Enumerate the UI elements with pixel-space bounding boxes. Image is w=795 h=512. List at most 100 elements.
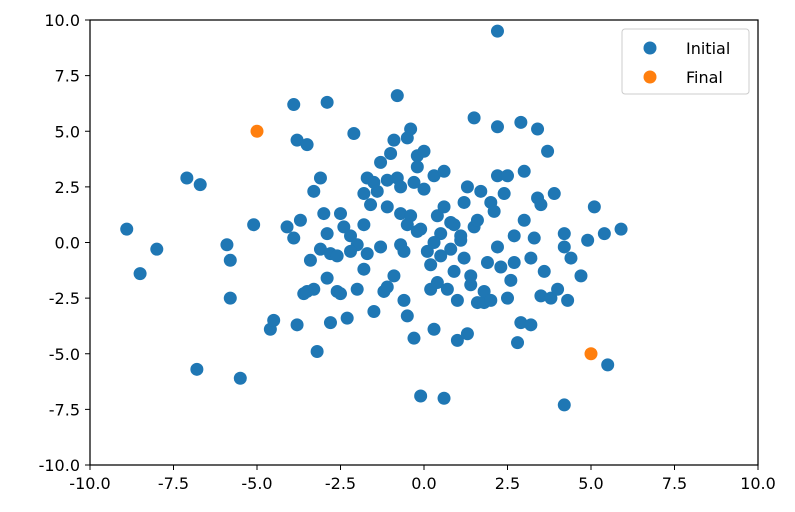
data-point	[507, 229, 521, 243]
data-point	[407, 331, 421, 345]
data-point	[501, 169, 514, 183]
data-point	[427, 322, 441, 336]
data-point	[380, 173, 394, 187]
data-point	[300, 138, 314, 152]
data-point	[370, 184, 384, 198]
data-point	[310, 345, 324, 359]
data-point	[601, 358, 615, 372]
data-point	[490, 120, 504, 134]
y-tick-label: 0.0	[55, 234, 80, 253]
data-point	[410, 160, 424, 174]
data-point	[287, 98, 301, 112]
data-point	[447, 218, 461, 232]
data-point	[544, 291, 558, 305]
data-point	[504, 273, 518, 287]
data-point	[460, 180, 474, 194]
data-point	[527, 231, 541, 245]
legend-label: Final	[686, 68, 723, 87]
data-point	[290, 133, 304, 147]
data-point	[190, 362, 204, 376]
data-point	[434, 227, 448, 241]
data-point	[267, 313, 281, 327]
data-point	[490, 240, 504, 254]
data-point	[303, 253, 317, 267]
data-point	[387, 269, 401, 283]
data-point	[444, 242, 458, 256]
data-point	[437, 200, 451, 214]
data-point	[287, 231, 301, 245]
y-tick-label: -10.0	[39, 456, 80, 475]
data-point	[337, 220, 351, 234]
data-point	[584, 347, 598, 361]
data-point	[394, 180, 408, 194]
data-point	[524, 318, 538, 332]
data-point	[133, 267, 147, 281]
y-tick-label: -7.5	[49, 400, 80, 419]
data-point	[487, 204, 501, 218]
x-tick-label: 10.0	[740, 474, 776, 493]
data-point	[404, 122, 418, 136]
data-point	[514, 316, 528, 330]
data-point	[347, 126, 361, 140]
data-point	[467, 111, 481, 125]
data-point	[511, 336, 525, 350]
data-point	[494, 260, 508, 274]
data-point	[374, 155, 388, 169]
data-point	[357, 187, 371, 201]
x-tick-label: 2.5	[495, 474, 520, 493]
data-point	[290, 318, 304, 332]
plot-frame	[89, 19, 759, 466]
data-point	[407, 175, 421, 189]
data-point	[514, 115, 528, 129]
data-point	[547, 187, 561, 201]
y-tick-label: 5.0	[55, 122, 80, 141]
data-point	[250, 124, 264, 138]
x-tick-label: -2.5	[325, 474, 356, 493]
data-point	[394, 207, 408, 221]
data-point	[480, 256, 494, 270]
data-point	[320, 271, 334, 285]
y-tick-label: 10.0	[44, 11, 80, 30]
data-point	[501, 291, 514, 305]
data-point	[120, 222, 134, 236]
data-point	[374, 240, 388, 254]
data-point	[323, 316, 337, 330]
data-point	[541, 144, 555, 158]
data-point	[220, 238, 234, 252]
data-point	[430, 276, 444, 290]
data-point	[357, 262, 371, 276]
data-point	[397, 244, 411, 258]
x-tick-label: 7.5	[662, 474, 687, 493]
data-point	[317, 207, 331, 221]
data-point	[233, 371, 247, 385]
data-point	[380, 200, 394, 214]
data-point	[307, 184, 321, 198]
data-point	[344, 244, 358, 258]
data-point	[464, 269, 478, 283]
data-point	[484, 293, 498, 307]
y-tick-label: 7.5	[55, 67, 80, 86]
data-point	[334, 207, 347, 221]
data-point	[557, 240, 571, 254]
data-point	[193, 178, 207, 192]
data-points	[120, 24, 628, 412]
y-tick-label: 2.5	[55, 178, 80, 197]
data-point	[457, 195, 471, 209]
data-point	[320, 95, 334, 109]
data-point	[387, 133, 401, 147]
data-point	[437, 164, 451, 178]
data-point	[557, 227, 571, 241]
data-point	[597, 227, 611, 241]
data-point	[534, 289, 548, 303]
data-point	[450, 293, 464, 307]
y-tick-label: -5.0	[49, 345, 80, 364]
x-tick-label: -7.5	[158, 474, 189, 493]
data-point	[490, 169, 504, 183]
data-point	[430, 209, 444, 223]
data-point	[344, 229, 358, 243]
data-point	[507, 256, 521, 270]
data-point	[334, 287, 347, 301]
data-point	[450, 333, 464, 347]
data-point	[427, 169, 441, 183]
